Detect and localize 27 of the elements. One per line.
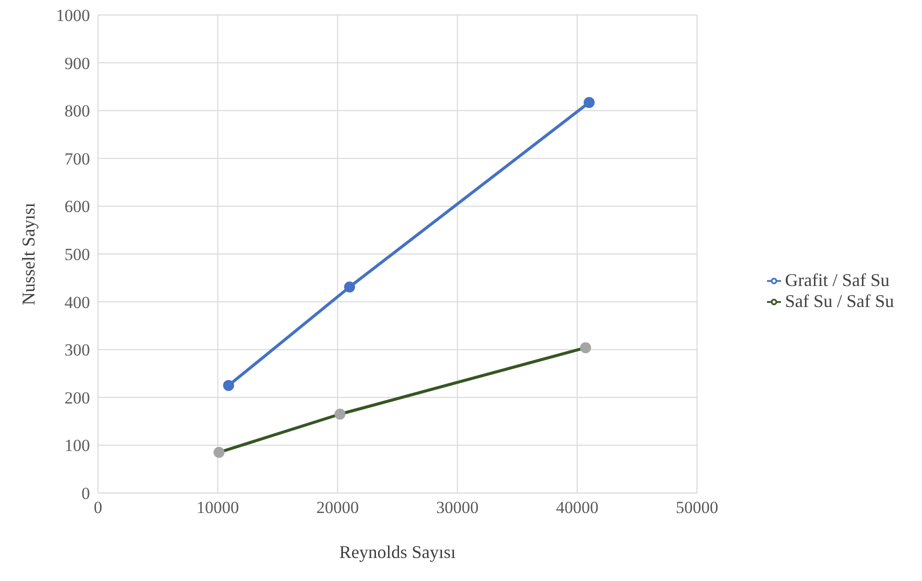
point bbox=[584, 96, 595, 108]
y-tick-label: 500 bbox=[64, 245, 90, 264]
legend-label: Saf Su / Saf Su bbox=[784, 290, 894, 310]
y-tick-label: 400 bbox=[64, 292, 90, 312]
x-tick-label: 0 bbox=[94, 498, 102, 518]
y-tick-label: 800 bbox=[64, 102, 90, 121]
y-tick-label: 0 bbox=[82, 484, 90, 504]
y-tick-label: 100 bbox=[64, 436, 90, 456]
point bbox=[580, 342, 592, 354]
x-tick-label: 20000 bbox=[316, 498, 359, 518]
x-tick-label: 30000 bbox=[436, 498, 479, 518]
x-tick-label: 40000 bbox=[556, 498, 598, 518]
y-tick-label: 200 bbox=[64, 388, 90, 408]
x-tick-label: 10000 bbox=[196, 498, 240, 518]
legend-label: Grafit / Saf Su bbox=[784, 270, 890, 290]
point bbox=[213, 446, 224, 458]
y-tick-label: 1000 bbox=[56, 6, 90, 26]
y-tick-label: 700 bbox=[64, 149, 90, 168]
x-axis-title: Reynolds Sayısı bbox=[339, 542, 456, 562]
x-tick-label: 50000 bbox=[676, 498, 718, 518]
y-tick-label: 300 bbox=[64, 340, 90, 360]
point bbox=[334, 408, 346, 420]
y-tick-label: 900 bbox=[64, 54, 90, 73]
point bbox=[223, 380, 234, 391]
y-axis-title: Nusselt Sayısı bbox=[18, 202, 38, 306]
point bbox=[344, 281, 356, 292]
y-tick-label: 600 bbox=[64, 197, 90, 216]
